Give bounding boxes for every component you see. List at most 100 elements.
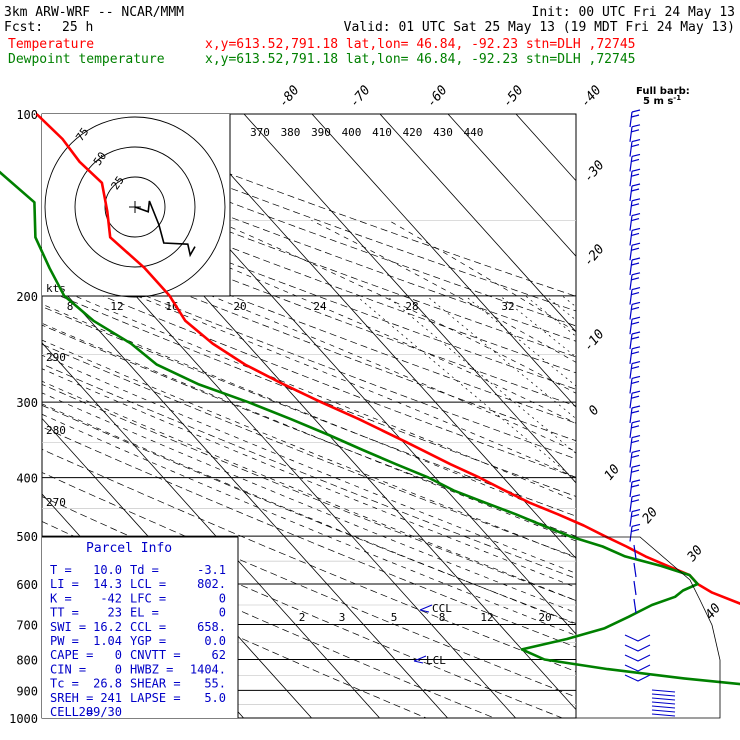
wind-barb-flag: [631, 272, 641, 276]
parcel-info-cell: SREH =: [50, 691, 93, 705]
dry-adiabat: [42, 448, 576, 673]
parcel-info-cell: 0: [219, 591, 226, 605]
parcel-info-cell: CAPE =: [50, 648, 93, 662]
wind-barb-flag: [631, 528, 640, 532]
moist-adiabat: [42, 339, 576, 559]
pressure-label: 1000: [9, 712, 38, 726]
isotherm-label: -80: [276, 83, 303, 111]
wind-barb-flag: [631, 109, 641, 113]
wind-barb-flag: [631, 375, 641, 379]
isotherm-label: -70: [347, 83, 374, 111]
wind-barb: [624, 634, 651, 642]
thetae-label: 430: [433, 126, 453, 139]
dry-adiabat: [42, 383, 576, 601]
parcel-info-cell: HWBZ =: [130, 662, 173, 676]
temperature-legend: Temperature: [8, 37, 94, 52]
forecast-label: Fcst:: [4, 20, 43, 35]
wind-barb: [629, 289, 633, 305]
wind-barb-flag: [631, 420, 641, 424]
wind-barb-flag: [631, 227, 641, 231]
wind-barb-flag: [631, 499, 640, 503]
wind-barb: [629, 333, 633, 350]
lcl-marker: LCL: [413, 654, 446, 667]
mixing-ratio-label: 3: [339, 611, 346, 624]
dry-adiabat: [42, 363, 576, 579]
isotherm-label: 30: [684, 543, 706, 566]
dewpoint-legend: Dewpoint temperature: [8, 52, 165, 67]
wind-barb-flag: [631, 247, 640, 251]
dry-adiabats: [42, 114, 576, 718]
isotherm-label: 20: [640, 505, 662, 527]
parcel-info-cell: TT =: [50, 606, 79, 620]
mixing-ratio-label: 20: [538, 611, 551, 624]
thetae-label: 380: [281, 126, 301, 139]
parcel-info-cell: -42: [100, 591, 122, 605]
wind-barb-flag: [631, 213, 641, 217]
wind-barb-flag: [631, 331, 641, 335]
wind-barb: [629, 348, 633, 364]
wind-barb-flag: [631, 183, 641, 187]
wind-barb-flag: [631, 129, 640, 133]
parcel-info-cell: LFC =: [130, 591, 166, 605]
isotherm: [515, 114, 576, 182]
wind-barb: [629, 185, 633, 202]
isotherm: [175, 114, 576, 560]
wind-barb-flag: [631, 114, 640, 118]
thetae-label: 410: [372, 126, 392, 139]
wind-barb: [629, 467, 633, 483]
wind-barb-flag: [631, 395, 640, 399]
dry-adiabat: [42, 188, 576, 390]
wind-barb-flag: [631, 168, 641, 172]
init-time: Init: 00 UTC Fri 24 May 13: [532, 5, 736, 20]
isotherm: [652, 114, 740, 718]
parcel-info-cell: 26.8: [93, 677, 122, 691]
isotherm-label: 0: [586, 403, 603, 419]
parcel-info-cell: YGP =: [130, 634, 166, 648]
ccl-label: CCL: [432, 602, 452, 615]
wind-barb-flag: [631, 346, 641, 350]
theta-label: 290: [46, 351, 66, 364]
parcel-info-cell: 802.: [197, 577, 226, 591]
wind-barbs: [624, 109, 676, 717]
wind-barb-flag: [631, 390, 641, 394]
wind-barb-flag: [631, 173, 640, 177]
wind-barb-flag: [631, 306, 640, 310]
pressure-labels: 100 200 300 400 500 600 700 800 900 1000: [9, 108, 38, 726]
pressure-label: 300: [16, 396, 38, 410]
hodograph-ring: [104, 176, 166, 238]
hodograph-ring-label: 50: [91, 150, 109, 168]
isotherm: [379, 114, 576, 333]
pressure-label: 200: [16, 290, 38, 304]
dry-adiabat: [42, 204, 576, 407]
thetae-labels: 370 380 390 400 410 420 430 440: [250, 126, 483, 139]
parcel-info-cell: PW =: [50, 634, 79, 648]
theta-label: 280: [46, 424, 66, 437]
mixing-ratio-line: [426, 295, 576, 420]
parcel-info-cell: Tc =: [50, 677, 79, 691]
isotherm: [311, 114, 576, 408]
wind-barb-flag: [631, 139, 641, 143]
moist-adiabats: [42, 220, 576, 636]
wind-barb: [629, 363, 633, 379]
parcel-info-cell: LI =: [50, 577, 79, 591]
wind-barb-flag: [631, 440, 640, 444]
moist-adiabat: [42, 380, 576, 601]
mixing-ratio-label: 8: [439, 611, 446, 624]
parcel-info-cell: EL =: [130, 606, 159, 620]
parcel-info-cell: CNVTT =: [130, 648, 181, 662]
barb-legend-value: 5 m s-1: [643, 94, 681, 107]
wind-barb: [629, 171, 633, 187]
isotherm-label: -60: [424, 83, 451, 111]
wind-barb-flag: [631, 287, 641, 291]
parcel-info-cell: LAPSE =: [130, 691, 181, 705]
wind-barb-flag: [631, 321, 640, 325]
wind-barb-flag: [631, 188, 640, 192]
wind-barb: [624, 644, 651, 652]
wind-barb-flag: [631, 257, 641, 261]
valid-time: Valid: 01 UTC Sat 25 May 13 (19 MDT Fri …: [344, 20, 735, 35]
wind-barb: [629, 437, 633, 453]
dry-adiabat: [42, 306, 576, 517]
